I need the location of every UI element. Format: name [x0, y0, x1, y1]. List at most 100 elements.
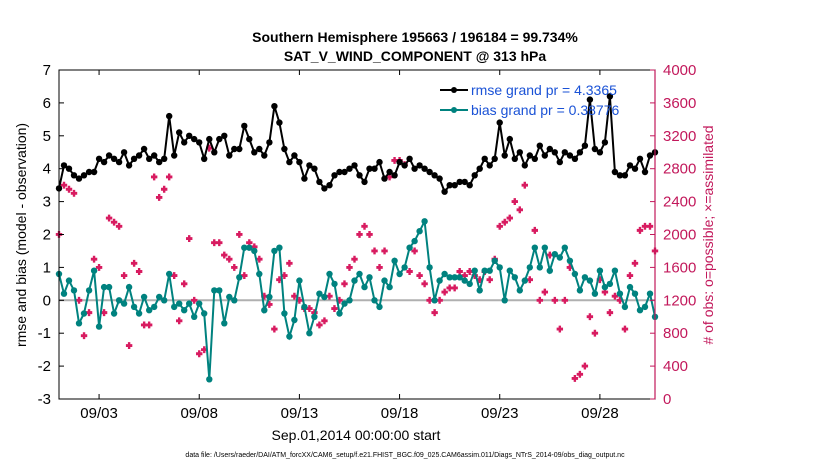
- obs-marker: [281, 272, 288, 280]
- rmse-point: [331, 172, 338, 179]
- rmse-point: [626, 162, 634, 169]
- data-file-footer: data file: /Users/raeder/DAI/ATM_forcXX/…: [185, 452, 625, 459]
- obs-marker: [546, 251, 554, 259]
- y-left-tick-label: 4: [43, 161, 51, 178]
- y-right-tick-label: 2400: [663, 194, 696, 211]
- obs-marker: [506, 214, 513, 222]
- rmse-point: [581, 142, 589, 149]
- obs-marker: [75, 296, 83, 304]
- rmse-point: [316, 178, 323, 186]
- rmse-point: [441, 188, 448, 195]
- obs-marker: [576, 370, 584, 378]
- rmse-point: [511, 155, 518, 162]
- rmse-point: [481, 155, 488, 162]
- obs-marker: [196, 350, 203, 358]
- bias-point: [561, 244, 568, 251]
- rmse-point: [606, 93, 614, 100]
- obs-marker: [176, 317, 183, 325]
- x-tick-label: 09/03: [80, 405, 118, 422]
- obs-marker: [70, 189, 78, 197]
- obs-marker: [341, 280, 348, 288]
- rmse-point: [536, 142, 543, 149]
- rmse-point: [226, 152, 233, 159]
- rmse-point: [110, 155, 118, 162]
- obs-marker: [160, 185, 168, 193]
- rmse-point: [80, 172, 88, 179]
- bias-series-layer: [55, 217, 659, 383]
- bias-point: [441, 270, 448, 278]
- bias-point: [516, 287, 523, 294]
- axes-layer: -3 -2 -1 0 1 2 3 4 5 6 7 0 400 800 1200 1600 2000 2400 280…: [38, 62, 697, 422]
- bias-point: [115, 297, 123, 304]
- y-right-tick-label: 3200: [663, 128, 696, 145]
- rmse-point: [631, 165, 639, 172]
- rmse-point: [276, 119, 283, 126]
- bias-point: [396, 270, 403, 278]
- rmse-point: [90, 168, 98, 176]
- obs-marker: [241, 272, 248, 280]
- obs-marker: [381, 247, 388, 255]
- rmse-point: [130, 155, 138, 162]
- bias-point: [431, 297, 438, 304]
- y-left-tick-label: -3: [38, 391, 51, 408]
- bias-point: [506, 267, 513, 274]
- bias-point: [476, 287, 483, 294]
- obs-marker: [571, 374, 579, 382]
- bias-point: [571, 270, 579, 278]
- bias-point: [135, 310, 143, 317]
- bias-point: [461, 277, 468, 284]
- bias-point: [211, 287, 218, 294]
- rmse-point: [591, 145, 599, 153]
- rmse-point: [596, 149, 604, 156]
- y-right-tick-label: 1200: [663, 292, 696, 309]
- rmse-point: [146, 155, 153, 162]
- obs-marker: [181, 280, 188, 288]
- obs-marker: [486, 276, 493, 284]
- rmse-point: [201, 155, 208, 162]
- obs-marker: [206, 144, 213, 152]
- bias-point: [621, 303, 629, 311]
- bias-point: [581, 274, 589, 281]
- obs-marker: [501, 218, 508, 226]
- obs-marker: [90, 255, 98, 263]
- obs-marker: [636, 226, 644, 234]
- obs-marker: [140, 321, 148, 329]
- obs-marker: [85, 309, 93, 317]
- bias-point: [611, 267, 619, 274]
- rmse-point: [376, 158, 383, 166]
- bias-point: [276, 244, 283, 251]
- rmse-point: [436, 175, 443, 182]
- obs-marker: [556, 325, 564, 333]
- obs-marker: [80, 332, 88, 340]
- rmse-point: [326, 182, 333, 189]
- obs-marker: [165, 173, 173, 181]
- obs-marker: [261, 292, 268, 300]
- rmse-point: [135, 152, 143, 159]
- obs-marker: [170, 272, 178, 280]
- rmse-point: [176, 129, 183, 136]
- legend-rmse-label: rmse grand pr = 4.3365: [471, 82, 617, 98]
- rmse-point: [221, 132, 228, 139]
- bias-point: [411, 237, 418, 245]
- obs-marker: [336, 296, 343, 304]
- rmse-point: [161, 155, 168, 162]
- bias-point: [496, 264, 503, 271]
- obs-marker: [416, 272, 423, 280]
- obs-marker: [391, 157, 398, 164]
- bias-point: [491, 257, 498, 264]
- chart-title-line-2: SAT_V_WIND_COMPONENT @ 313 hPa: [284, 48, 547, 64]
- obs-marker: [246, 239, 253, 247]
- x-tick-label: 09/18: [381, 405, 419, 422]
- bias-point: [271, 247, 278, 255]
- bias-point: [616, 290, 624, 297]
- bias-point: [591, 290, 599, 297]
- bias-point: [346, 297, 353, 304]
- y-left-tick-label: 1: [43, 259, 51, 276]
- rmse-point: [421, 165, 428, 172]
- rmse-point: [621, 172, 629, 179]
- bias-point: [376, 303, 383, 311]
- bias-point: [191, 313, 198, 320]
- obs-marker: [426, 296, 433, 304]
- obs-marker: [591, 329, 599, 337]
- bias-point: [286, 333, 293, 340]
